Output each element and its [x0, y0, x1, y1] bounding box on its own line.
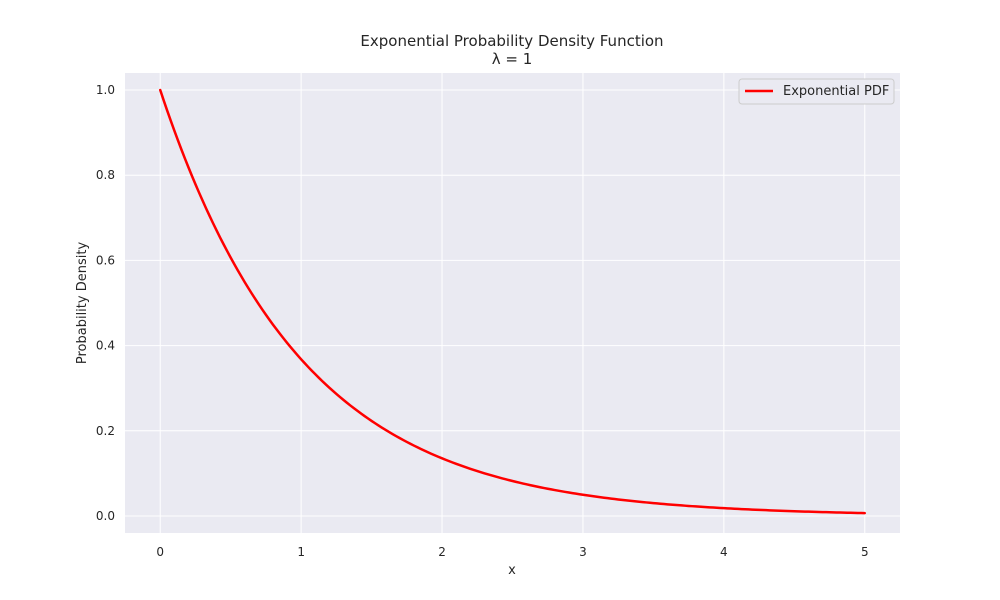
y-tick-label: 0.2: [96, 424, 115, 438]
x-tick-label: 0: [156, 545, 164, 559]
x-tick-labels: 0 1 2 3 4 5: [156, 545, 868, 559]
x-tick-label: 4: [720, 545, 728, 559]
x-tick-label: 1: [297, 545, 305, 559]
series-layer: [158, 88, 867, 515]
y-tick-labels: 0.0 0.2 0.4 0.6 0.8 1.0: [96, 83, 115, 523]
grid-lines: [125, 73, 900, 533]
x-tick-label: 5: [861, 545, 869, 559]
plot-area: [125, 73, 900, 533]
x-tick-label: 3: [579, 545, 587, 559]
series-line-exponential-pdf: [158, 88, 867, 515]
y-tick-label: 0.8: [96, 168, 115, 182]
y-tick-label: 0.0: [96, 509, 115, 523]
chart-subtitle: λ = 1: [492, 50, 533, 68]
y-axis-label: Probability Density: [75, 242, 90, 365]
y-tick-label: 0.4: [96, 339, 115, 353]
legend: Exponential PDF: [738, 78, 895, 105]
x-tick-label: 2: [438, 545, 446, 559]
x-axis-label: x: [508, 563, 516, 578]
chart-title: Exponential Probability Density Function: [360, 32, 663, 50]
y-tick-label: 1.0: [96, 83, 115, 97]
legend-label: Exponential PDF: [783, 84, 889, 99]
y-tick-label: 0.6: [96, 253, 115, 267]
legend-box: [738, 78, 895, 105]
